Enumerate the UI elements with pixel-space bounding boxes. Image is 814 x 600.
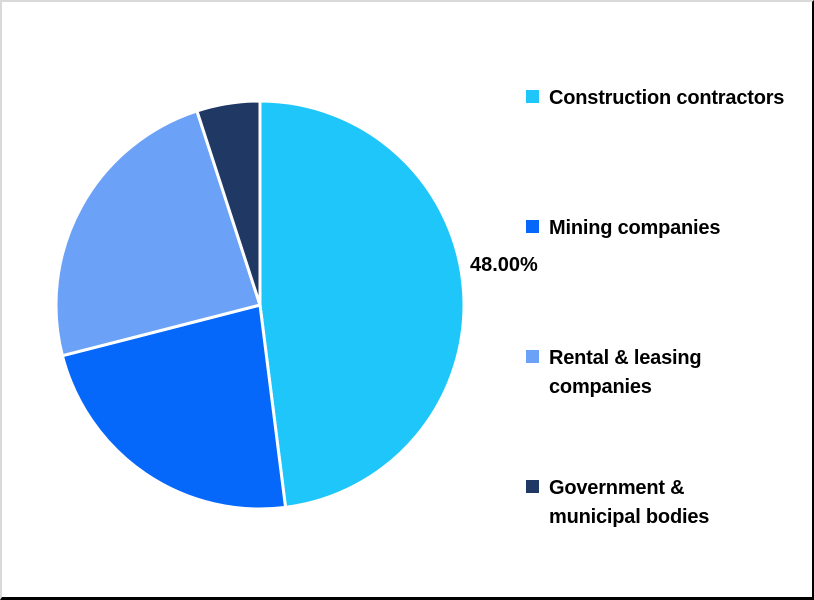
legend-label: Rental & leasing companies: [549, 347, 702, 398]
legend-label: Construction contractors: [549, 87, 785, 109]
legend-label: Government & municipal bodies: [549, 477, 710, 528]
legend-item-government-municipal-bodies: Government & municipal bodies: [526, 474, 709, 532]
legend-swatch-icon: [526, 480, 539, 493]
pie-slice-government-municipal-bodies: [195, 99, 262, 307]
legend-swatch-icon: [526, 220, 539, 233]
legend-item-rental-leasing-companies: Rental & leasing companies: [526, 344, 702, 402]
legend-item-construction-contractors: Construction contractors: [526, 84, 784, 113]
legend-label: Mining companies: [549, 217, 721, 239]
pie-slice-mining-companies: [60, 303, 288, 511]
pie-data-label: 48.00%: [470, 254, 538, 276]
pie-slice-rental-leasing-companies: [54, 109, 262, 358]
legend-swatch-icon: [526, 350, 539, 363]
legend-item-mining-companies: Mining companies: [526, 214, 720, 243]
pie-slice-construction-contractors: [258, 99, 466, 509]
legend-swatch-icon: [526, 90, 539, 103]
